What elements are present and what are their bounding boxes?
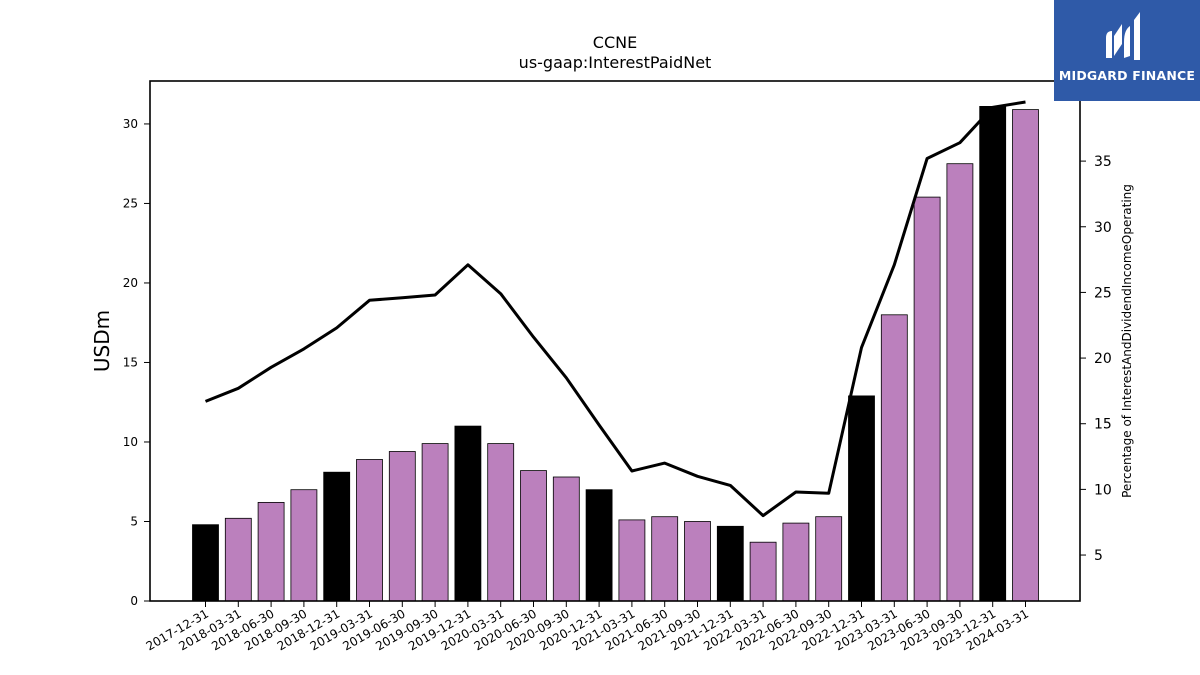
bar bbox=[585, 489, 613, 602]
bar bbox=[224, 517, 252, 602]
plot-frame bbox=[149, 80, 1081, 602]
y2-tick-label: 35 bbox=[1094, 154, 1112, 170]
bar bbox=[749, 541, 777, 602]
brand-name: MIDGARD FINANCE bbox=[1058, 68, 1196, 83]
bar bbox=[356, 459, 383, 602]
bar bbox=[454, 425, 482, 602]
bar bbox=[913, 196, 941, 602]
y2-axis-label: Percentage of InterestAndDividendIncomeO… bbox=[1120, 184, 1134, 498]
y2-tick-label: 30 bbox=[1094, 220, 1112, 236]
brand-logo: MIDGARD FINANCE bbox=[1054, 0, 1200, 101]
bar bbox=[716, 525, 744, 602]
plot-area: 0510152025305101520253035402017-12-31201… bbox=[123, 80, 1112, 653]
bar bbox=[979, 106, 1007, 602]
bar bbox=[1012, 109, 1039, 602]
bar bbox=[552, 476, 580, 602]
bar bbox=[946, 163, 974, 602]
logo-mark-icon bbox=[1106, 12, 1140, 60]
bar bbox=[192, 524, 219, 602]
bar bbox=[323, 471, 351, 602]
bar bbox=[421, 443, 449, 602]
y-tick-label: 30 bbox=[123, 117, 138, 131]
chart-subtitle: us-gaap:InterestPaidNet bbox=[519, 53, 712, 72]
y2-tick-label: 5 bbox=[1094, 548, 1103, 564]
bar bbox=[848, 395, 875, 602]
y-tick-label: 5 bbox=[130, 514, 138, 528]
bar bbox=[782, 522, 810, 602]
y2-tick-label: 15 bbox=[1094, 417, 1112, 433]
bar bbox=[651, 516, 679, 602]
y-tick-label: 0 bbox=[130, 594, 138, 608]
y-axis-label: USDm bbox=[90, 310, 114, 372]
y-tick-label: 10 bbox=[123, 435, 138, 449]
y2-tick-label: 25 bbox=[1094, 285, 1112, 301]
bar bbox=[290, 489, 318, 602]
bar bbox=[257, 501, 285, 602]
bar bbox=[815, 516, 843, 602]
bar bbox=[684, 521, 711, 602]
y-tick-label: 25 bbox=[123, 196, 138, 210]
bar bbox=[388, 451, 416, 602]
chart-title: CCNE bbox=[593, 33, 637, 52]
y2-tick-label: 20 bbox=[1094, 351, 1112, 367]
bar bbox=[520, 470, 547, 602]
y2-tick-label: 10 bbox=[1094, 482, 1112, 498]
bar bbox=[880, 314, 908, 602]
bar bbox=[487, 443, 515, 602]
bar bbox=[618, 519, 646, 602]
series-line bbox=[204, 100, 1026, 518]
y-tick-label: 15 bbox=[123, 355, 138, 369]
y-tick-label: 20 bbox=[123, 276, 138, 290]
